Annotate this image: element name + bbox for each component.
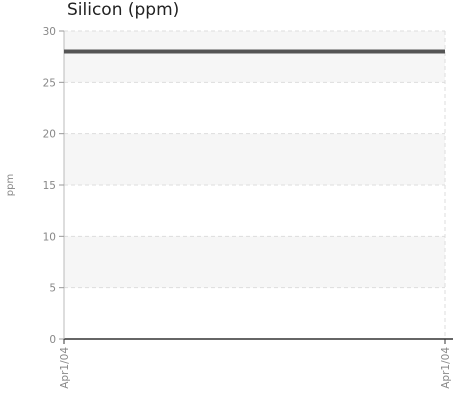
y-tick-label: 30 <box>43 26 56 38</box>
x-tick-label: Apr1/04 <box>440 347 452 389</box>
background-bands <box>64 31 445 288</box>
y-ticks: 0 5 10 15 20 25 30 <box>43 26 64 346</box>
grid-band <box>64 236 445 288</box>
grid-band <box>64 31 445 83</box>
y-tick-label: 0 <box>49 334 56 346</box>
y-tick-label: 20 <box>43 129 56 141</box>
y-tick-label: 25 <box>43 77 56 89</box>
x-tick-label: Apr1/04 <box>59 347 71 389</box>
grid-lines <box>63 30 446 339</box>
y-axis-label: ppm <box>5 174 16 196</box>
grid-band <box>64 133 445 185</box>
y-tick-label: 15 <box>43 180 56 192</box>
y-tick-label: 10 <box>43 231 56 243</box>
chart-title: Silicon (ppm) <box>67 0 180 20</box>
x-ticks: Apr1/04 Apr1/04 <box>59 339 452 389</box>
y-tick-label: 5 <box>49 283 56 295</box>
